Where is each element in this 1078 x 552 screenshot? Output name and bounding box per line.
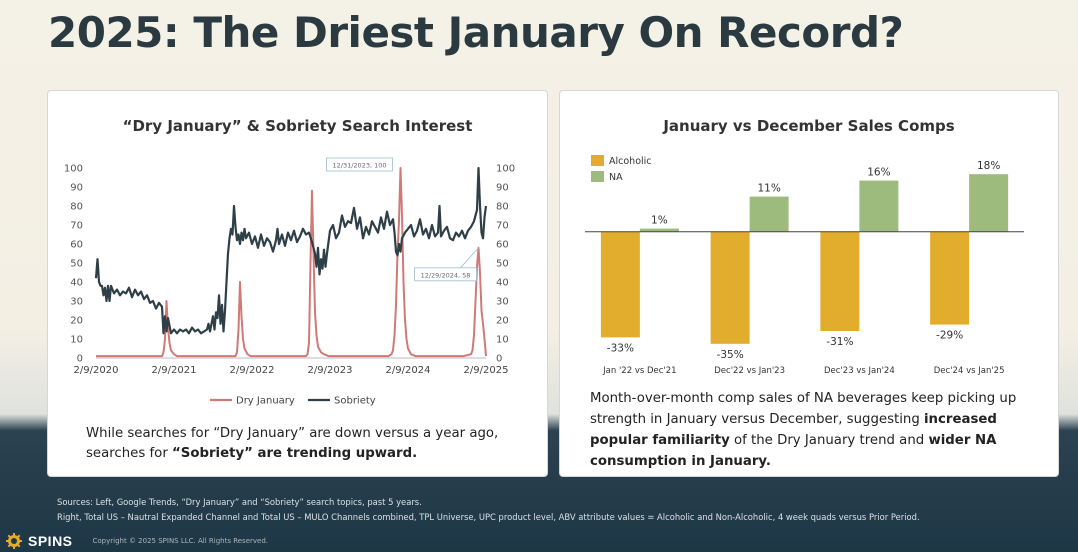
bar-chart-title: January vs December Sales Comps xyxy=(663,117,955,135)
legend-label: NA xyxy=(609,172,623,183)
sales-comps-card: January vs December Sales Comps -33% 1% Ja… xyxy=(559,90,1059,477)
y-tick-left: 20 xyxy=(70,316,83,327)
bar-alcoholic xyxy=(930,231,970,325)
y-tick-right: 90 xyxy=(496,183,509,194)
line-chart: 0 0 10 10 20 20 30 30 40 40 50 50 60 60 70 70 80 80 90 90 10… xyxy=(64,157,515,407)
y-tick-left: 100 xyxy=(64,164,83,175)
caption-bold: “Sobriety” are trending upward. xyxy=(172,446,418,461)
line-chart-title: “Dry January” & Sobriety Search Interest xyxy=(122,117,473,135)
series-line-dry-january xyxy=(96,167,487,358)
y-tick-right: 40 xyxy=(496,278,509,289)
data-label: 16% xyxy=(867,167,890,179)
y-tick-right: 0 xyxy=(496,354,502,365)
bar-alcoholic xyxy=(820,231,860,331)
y-tick-left: 80 xyxy=(70,202,83,213)
y-tick-right: 20 xyxy=(496,316,509,327)
annotation-box xyxy=(414,267,477,282)
bar-alcoholic xyxy=(710,231,750,344)
bar-alcoholic xyxy=(600,231,640,338)
annotation-label: 12/29/2024, 58 xyxy=(421,271,471,279)
annotation-box xyxy=(326,157,393,172)
x-tick-label: 2/9/2022 xyxy=(230,365,275,376)
y-tick-left: 90 xyxy=(70,183,83,194)
y-tick-right: 10 xyxy=(496,335,509,346)
bar-na xyxy=(639,228,679,232)
category-label: Dec'22 vs Jan'23 xyxy=(714,366,785,376)
y-tick-right: 30 xyxy=(496,297,509,308)
y-tick-left: 10 xyxy=(70,335,83,346)
caption-line-2: searches for xyxy=(86,446,173,461)
y-tick-left: 60 xyxy=(70,240,83,251)
x-tick-label: 2/9/2024 xyxy=(386,365,431,376)
legend-label: Sobriety xyxy=(334,396,376,407)
right-caption-2: of the Dry January trend and xyxy=(729,433,929,448)
page-title: 2025: The Driest January On Record? xyxy=(48,8,904,57)
right-caption-bold-1: increased popular familiarity xyxy=(590,412,997,448)
data-label: -29% xyxy=(936,330,963,342)
data-label: 11% xyxy=(757,183,780,195)
y-tick-left: 50 xyxy=(70,259,83,270)
y-tick-left: 70 xyxy=(70,221,83,232)
right-caption-1: Month-over-month comp sales of NA bevera… xyxy=(590,391,1017,427)
legend-swatch xyxy=(591,171,604,182)
footer-bar: SPINS Copyright © 2025 SPINS LLC. All Ri… xyxy=(6,532,268,550)
legend-swatch xyxy=(591,155,604,166)
y-tick-right: 70 xyxy=(496,221,509,232)
annotation-leader xyxy=(460,247,479,269)
category-label: Dec'24 vs Jan'25 xyxy=(934,366,1005,376)
series-line-sobriety xyxy=(94,166,488,335)
y-tick-right: 60 xyxy=(496,240,509,251)
y-tick-right: 50 xyxy=(496,259,509,270)
sources-line-2: Right, Total US – Nautral Expanded Chann… xyxy=(57,512,920,522)
data-label: -31% xyxy=(826,336,853,348)
left-card-caption: While searches for “Dry January” are dow… xyxy=(86,424,526,464)
x-tick-label: 2/9/2021 xyxy=(152,365,197,376)
data-label: -35% xyxy=(717,349,744,361)
x-tick-label: 2/9/2023 xyxy=(308,365,353,376)
data-label: 18% xyxy=(977,160,1000,172)
category-label: Jan '22 vs Dec'21 xyxy=(602,366,676,376)
bar-na xyxy=(749,196,789,232)
right-card-caption: Month-over-month comp sales of NA bevera… xyxy=(590,388,1030,472)
bar-chart: -33% 1% Jan '22 vs Dec'21 -35% 11% Dec'22 vs … xyxy=(585,155,1024,376)
right-caption-bold-2: wider NA consumption in January. xyxy=(590,433,997,469)
y-tick-right: 100 xyxy=(496,164,515,175)
category-label: Dec'23 vs Jan'24 xyxy=(824,366,895,376)
x-tick-label: 2/9/2025 xyxy=(464,365,509,376)
spins-logo-text: SPINS xyxy=(28,533,73,549)
caption-line-1: While searches for “Dry January” are dow… xyxy=(86,426,499,441)
y-tick-right: 80 xyxy=(496,202,509,213)
bar-na xyxy=(859,180,899,232)
data-label: -33% xyxy=(607,342,634,354)
legend-label: Alcoholic xyxy=(609,156,652,167)
annotation-label: 12/31/2023, 100 xyxy=(332,162,386,170)
data-label: 1% xyxy=(651,215,668,227)
y-tick-left: 30 xyxy=(70,297,83,308)
legend-label: Dry January xyxy=(236,396,295,407)
sources-text: Sources: Left, Google Trends, “Dry Janua… xyxy=(57,495,920,525)
y-tick-left: 40 xyxy=(70,278,83,289)
y-tick-left: 0 xyxy=(77,354,83,365)
bar-na xyxy=(969,174,1009,232)
x-tick-label: 2/9/2020 xyxy=(74,365,119,376)
copyright-text: Copyright © 2025 SPINS LLC. All Rights R… xyxy=(92,537,268,545)
spins-logo-icon xyxy=(6,533,22,549)
search-interest-card: “Dry January” & Sobriety Search Interest… xyxy=(47,90,548,477)
sources-line-1: Sources: Left, Google Trends, “Dry Janua… xyxy=(57,497,422,507)
